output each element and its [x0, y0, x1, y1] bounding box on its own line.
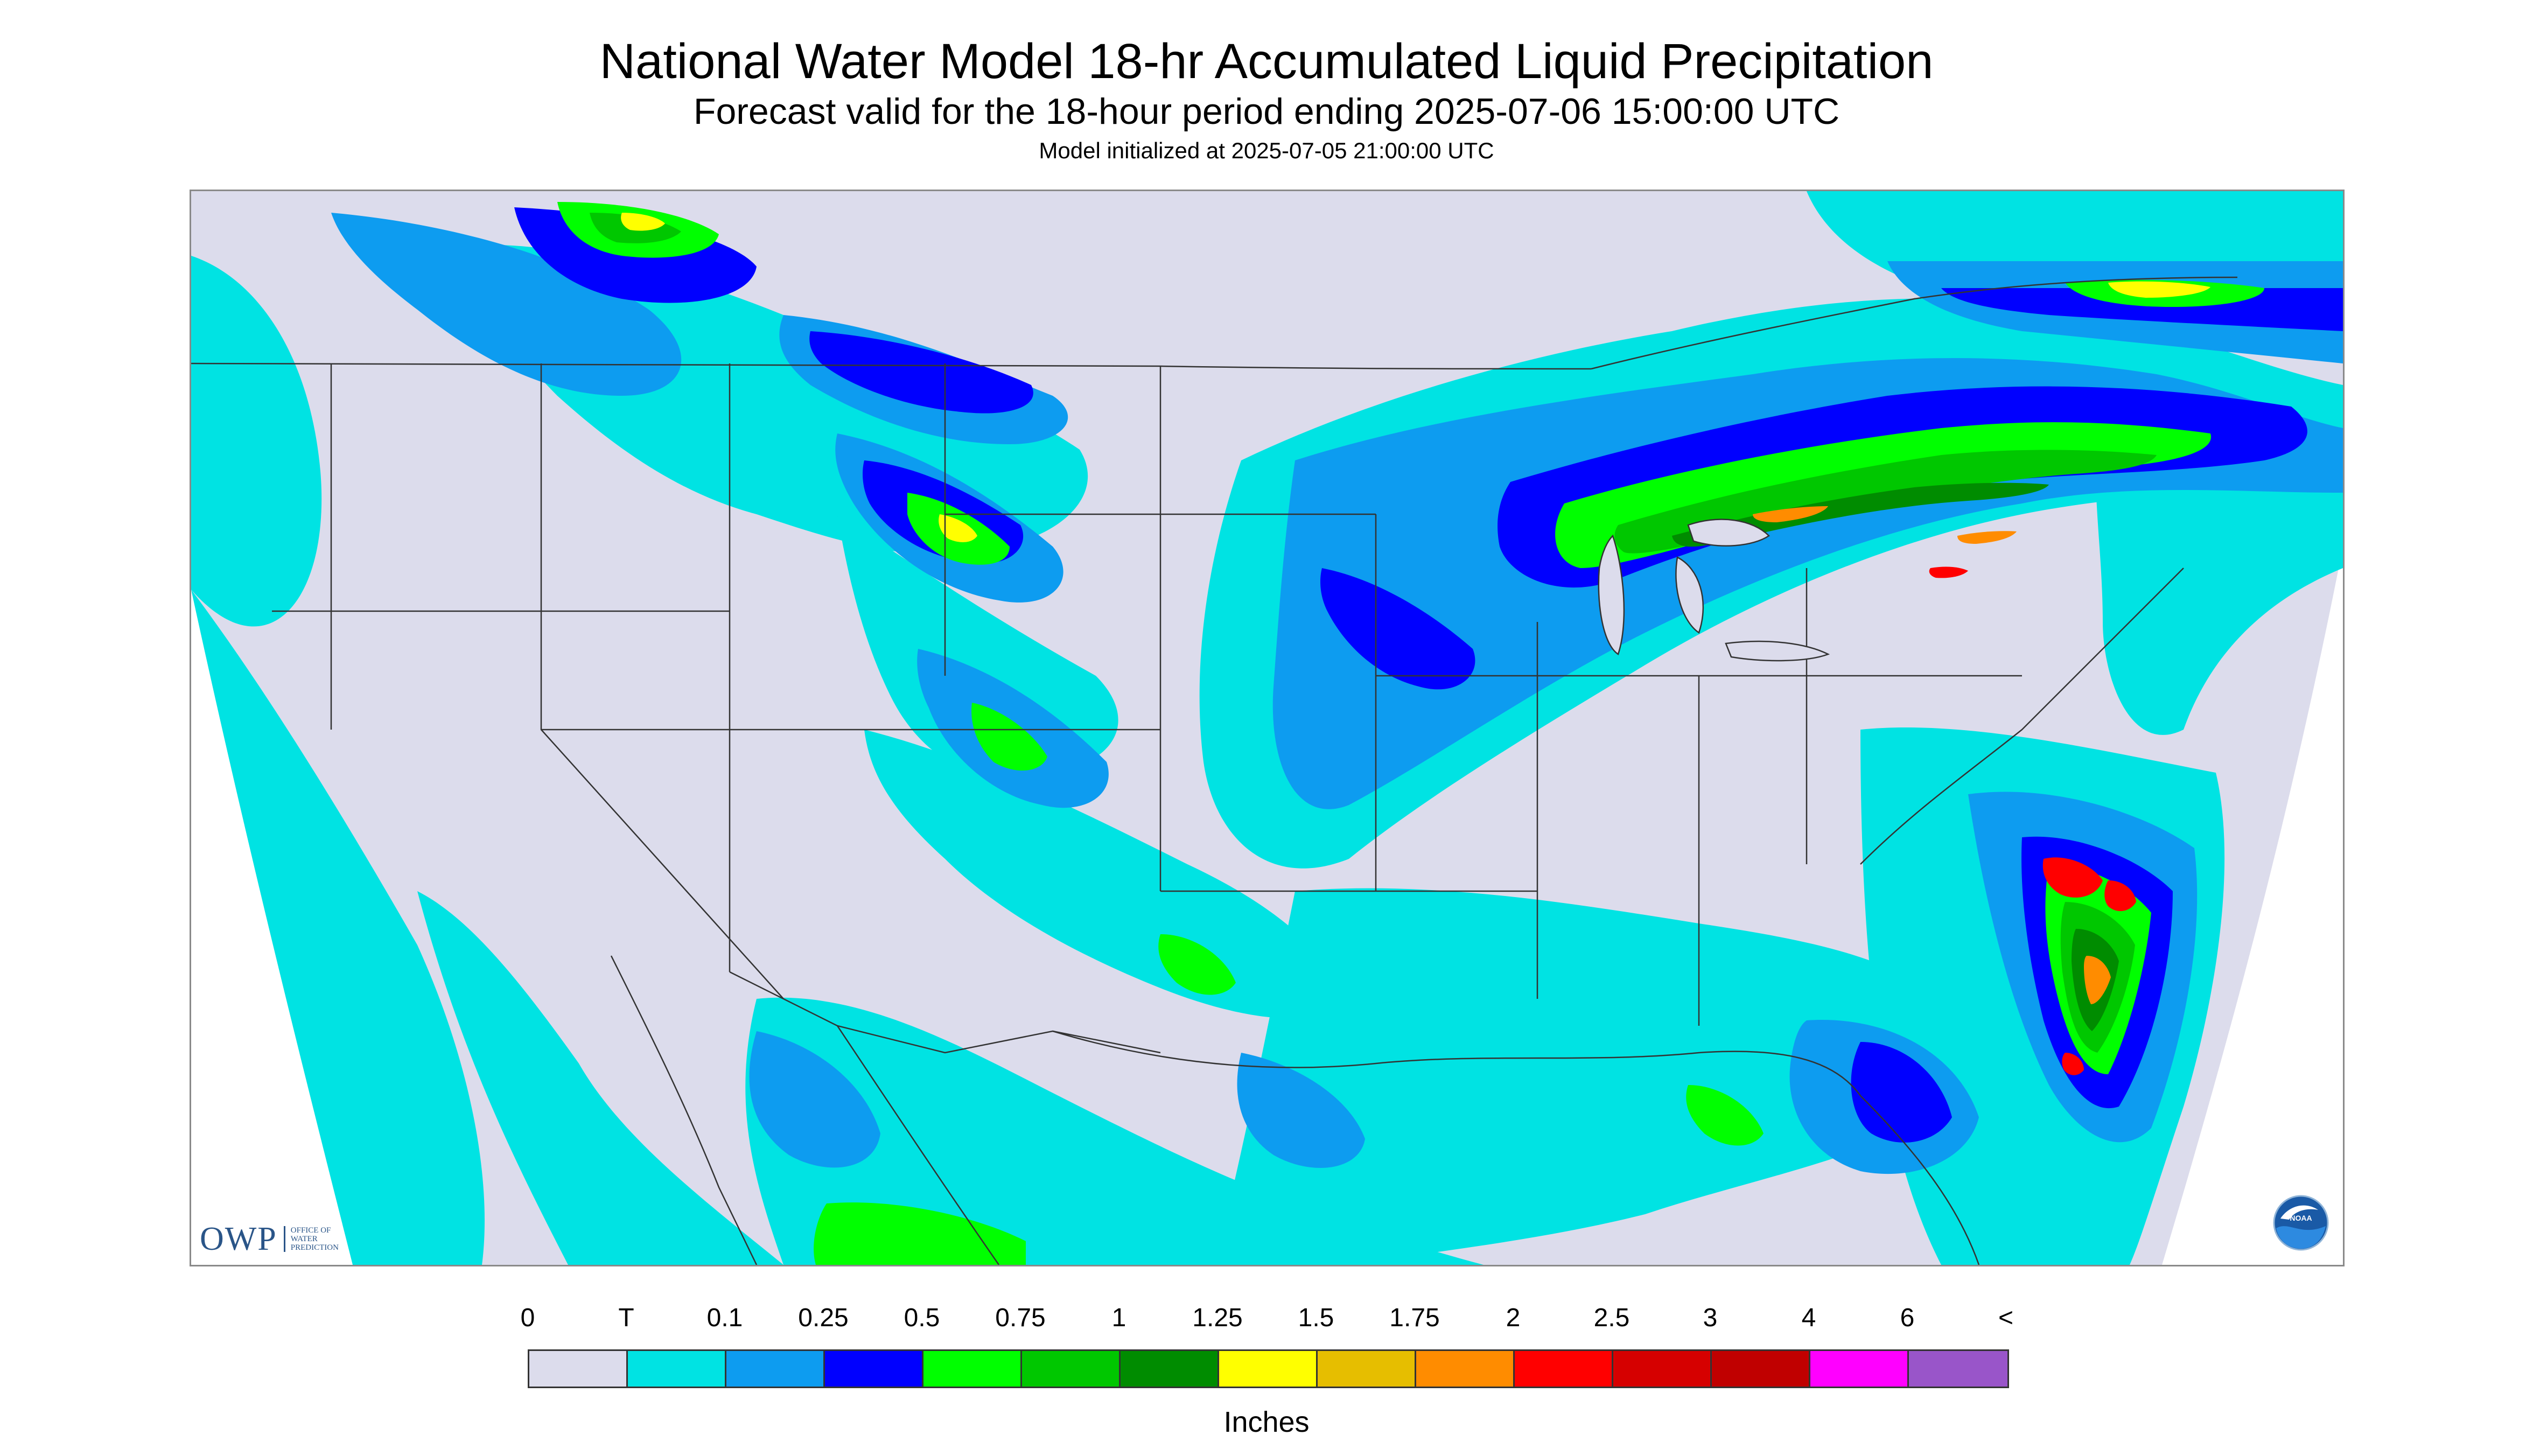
- legend-label: 2: [1506, 1304, 1521, 1332]
- precip-layer-1.75: [1753, 506, 2111, 1004]
- noaa-logo-text: NOAA: [2290, 1214, 2312, 1222]
- legend-label: 1: [1111, 1304, 1126, 1332]
- legend-swatch: [1909, 1351, 2007, 1387]
- precip-layer-1.25: [621, 213, 2210, 542]
- owp-logo-subtext: OFFICE OF WATER PREDICTION: [283, 1226, 355, 1252]
- legend-label: 0.25: [798, 1304, 849, 1332]
- legend-label: 4: [1801, 1304, 1816, 1332]
- legend-swatch: [1810, 1351, 1909, 1387]
- legend-swatch: [628, 1351, 726, 1387]
- map-title: National Water Model 18-hr Accumulated L…: [599, 34, 1934, 89]
- model-init-line: Model initialized at 2025-07-05 21:00:00…: [1039, 138, 1494, 163]
- legend-label: 6: [1900, 1304, 1915, 1332]
- legend-units: Inches: [1223, 1406, 1310, 1438]
- legend-label: 1.5: [1298, 1304, 1334, 1332]
- legend-label: 3: [1703, 1304, 1718, 1332]
- legend-label: T: [618, 1304, 634, 1332]
- owp-logo: OWP OFFICE OF WATER PREDICTION: [200, 1217, 355, 1261]
- legend-swatch: [1121, 1351, 1219, 1387]
- legend-swatch: [1318, 1351, 1416, 1387]
- map-canvas: [191, 191, 2343, 1265]
- legend-swatch: [529, 1351, 628, 1387]
- great-lakes: [1598, 519, 1830, 662]
- owp-logo-text: OWP: [200, 1220, 277, 1257]
- legend-label: 0.5: [904, 1304, 940, 1332]
- legend-swatch: [726, 1351, 825, 1387]
- legend-label: 0.1: [706, 1304, 743, 1332]
- legend-swatch: [1022, 1351, 1121, 1387]
- noaa-logo: NOAA: [2273, 1195, 2329, 1251]
- legend-swatch: [923, 1351, 1022, 1387]
- legend-swatch: [1219, 1351, 1318, 1387]
- legend-swatch: [1416, 1351, 1515, 1387]
- legend-swatch: [1515, 1351, 1613, 1387]
- legend-label: 0: [520, 1304, 535, 1332]
- legend-label: 0.75: [995, 1304, 1046, 1332]
- legend-label: 1.75: [1389, 1304, 1440, 1332]
- precipitation-map[interactable]: OWP OFFICE OF WATER PREDICTION NOAA: [190, 190, 2345, 1266]
- legend-swatch: [825, 1351, 923, 1387]
- map-subtitle: Forecast valid for the 18-hour period en…: [693, 91, 1840, 132]
- legend-swatch: [1613, 1351, 1712, 1387]
- legend-label: 2.5: [1593, 1304, 1630, 1332]
- legend-colorbar: [528, 1349, 2009, 1388]
- legend-labels: 0 T 0.1 0.25 0.5 0.75 1 1.25 1.5 1.75 2 2.5 3 4 6 <: [0, 1303, 2533, 1335]
- legend-label: 1.25: [1192, 1304, 1243, 1332]
- precip-layer-2: [1929, 566, 2136, 1075]
- legend-swatch: [1712, 1351, 1810, 1387]
- legend-label: <: [1998, 1304, 2014, 1332]
